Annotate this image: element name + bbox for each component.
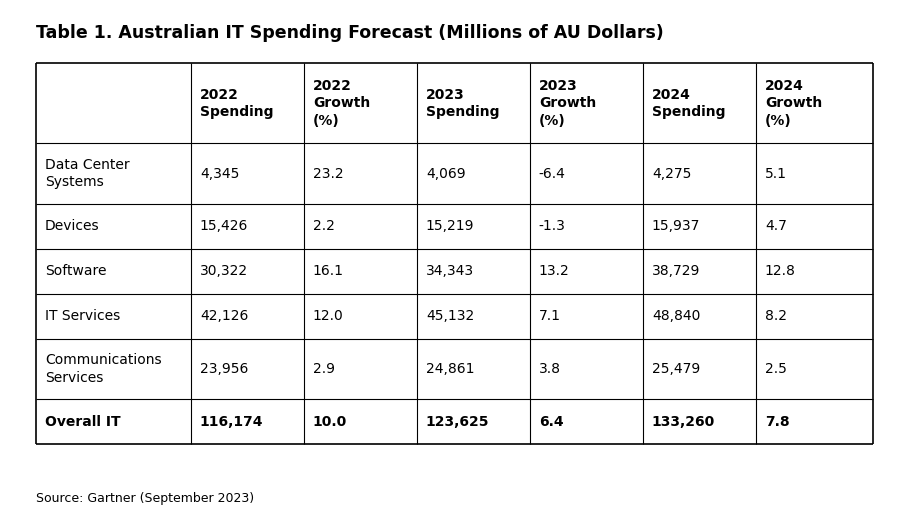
Text: Communications
Services: Communications Services [45,353,162,385]
Text: 30,322: 30,322 [200,264,248,278]
Text: 38,729: 38,729 [652,264,700,278]
Text: Devices: Devices [45,220,100,233]
Text: 34,343: 34,343 [426,264,474,278]
Text: 123,625: 123,625 [426,415,490,429]
Text: Source: Gartner (September 2023): Source: Gartner (September 2023) [36,492,254,505]
Text: 13.2: 13.2 [539,264,570,278]
Text: 45,132: 45,132 [426,309,474,323]
Text: 2.5: 2.5 [765,362,787,376]
Text: Overall IT: Overall IT [45,415,121,429]
Text: 16.1: 16.1 [313,264,344,278]
Text: 2022
Spending: 2022 Spending [200,88,274,119]
Text: 12.0: 12.0 [313,309,344,323]
Text: 42,126: 42,126 [200,309,248,323]
Text: 4.7: 4.7 [765,220,787,233]
Text: 116,174: 116,174 [200,415,264,429]
Text: 23,956: 23,956 [200,362,248,376]
Text: 4,275: 4,275 [652,167,691,181]
Text: 3.8: 3.8 [539,362,561,376]
Text: 7.1: 7.1 [539,309,561,323]
Text: 133,260: 133,260 [652,415,716,429]
Text: IT Services: IT Services [45,309,121,323]
Text: 4,069: 4,069 [426,167,465,181]
Text: 2.9: 2.9 [313,362,335,376]
Text: 10.0: 10.0 [313,415,347,429]
Text: 15,937: 15,937 [652,220,700,233]
Text: 2023
Growth
(%): 2023 Growth (%) [539,79,596,128]
Text: 2022
Growth
(%): 2022 Growth (%) [313,79,370,128]
Text: 15,219: 15,219 [426,220,474,233]
Text: 6.4: 6.4 [539,415,563,429]
Text: 7.8: 7.8 [765,415,789,429]
Text: 4,345: 4,345 [200,167,239,181]
Text: Software: Software [45,264,106,278]
Text: 2023
Spending: 2023 Spending [426,88,500,119]
Text: 2024
Spending: 2024 Spending [652,88,725,119]
Text: -6.4: -6.4 [539,167,566,181]
Text: 48,840: 48,840 [652,309,700,323]
Text: 5.1: 5.1 [765,167,787,181]
Text: -1.3: -1.3 [539,220,566,233]
Text: 15,426: 15,426 [200,220,248,233]
Text: Table 1. Australian IT Spending Forecast (Millions of AU Dollars): Table 1. Australian IT Spending Forecast… [36,24,664,42]
Text: Data Center
Systems: Data Center Systems [45,158,130,189]
Text: 24,861: 24,861 [426,362,474,376]
Text: 8.2: 8.2 [765,309,787,323]
Text: 23.2: 23.2 [313,167,344,181]
Text: 12.8: 12.8 [765,264,796,278]
Text: 25,479: 25,479 [652,362,700,376]
Text: 2024
Growth
(%): 2024 Growth (%) [765,79,822,128]
Text: 2.2: 2.2 [313,220,335,233]
